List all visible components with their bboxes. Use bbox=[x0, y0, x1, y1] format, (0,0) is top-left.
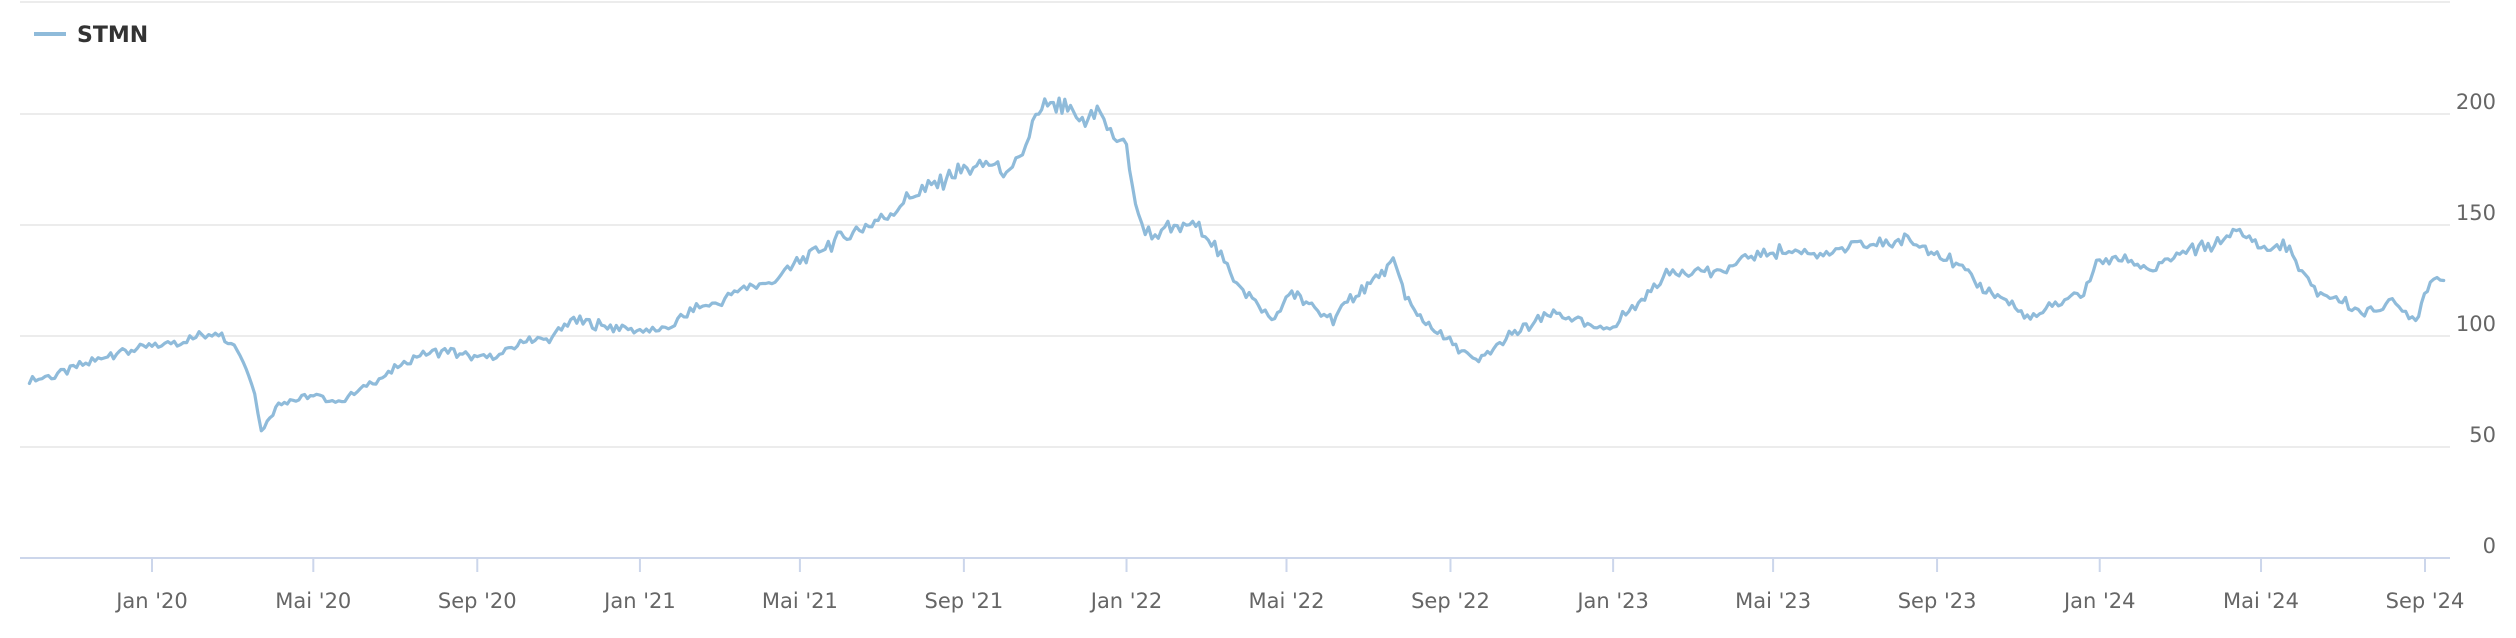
x-tick-label: Jan '20 bbox=[114, 589, 188, 613]
x-tick-label: Mai '20 bbox=[275, 589, 351, 613]
x-tick-label: Sep '20 bbox=[438, 589, 517, 613]
series-line-stmn[interactable] bbox=[27, 96, 2446, 433]
x-tick-label: Sep '21 bbox=[925, 589, 1004, 613]
y-tick-label: 100 bbox=[2456, 312, 2496, 336]
x-tick-label: Mai '22 bbox=[1249, 589, 1325, 613]
x-tick-label: Jan '24 bbox=[2062, 589, 2136, 613]
x-tick-label: Jan '21 bbox=[602, 589, 676, 613]
gridlines bbox=[20, 1, 2450, 448]
legend[interactable]: STMN bbox=[34, 23, 148, 48]
y-tick-label: 50 bbox=[2469, 423, 2496, 447]
x-tick-label: Mai '21 bbox=[762, 589, 838, 613]
x-tick-label: Sep '24 bbox=[2386, 589, 2465, 613]
y-tick-label: 200 bbox=[2456, 90, 2496, 114]
x-tick-label: Jan '23 bbox=[1575, 589, 1649, 613]
y-axis: 0 50 100 150 200 bbox=[2456, 90, 2496, 558]
x-tick-label: Sep '23 bbox=[1898, 589, 1977, 613]
y-tick-label: 0 bbox=[2483, 534, 2496, 558]
x-tick-label: Mai '24 bbox=[2223, 589, 2299, 613]
legend-label-stmn: STMN bbox=[77, 23, 148, 48]
y-tick-label: 150 bbox=[2456, 201, 2496, 225]
x-tick-label: Sep '22 bbox=[1411, 589, 1490, 613]
x-tick-label: Jan '22 bbox=[1089, 589, 1163, 613]
x-axis: Jan '20 Mai '20 Sep '20 Jan '21 Mai '21 Sep '… bbox=[20, 557, 2465, 613]
x-tick-label: Mai '23 bbox=[1735, 589, 1811, 613]
